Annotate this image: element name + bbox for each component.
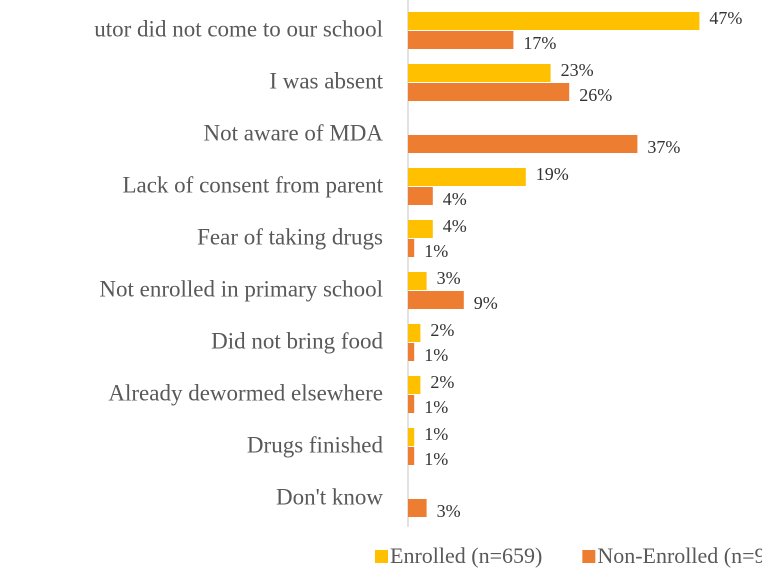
bar: [408, 168, 526, 186]
legend-swatch: [582, 550, 596, 563]
bar: [408, 220, 433, 238]
value-label: 26%: [579, 85, 612, 105]
value-label: 17%: [523, 33, 556, 53]
bar: [408, 428, 415, 446]
category-label: Not aware of MDA: [204, 120, 384, 145]
category-label: Drugs finished: [247, 432, 384, 457]
legend-label: Enrolled (n=659): [390, 543, 542, 568]
value-label: 1%: [424, 449, 448, 469]
value-label: 2%: [430, 320, 454, 340]
value-label: 19%: [536, 164, 569, 184]
bar: [408, 324, 421, 342]
bar: [408, 135, 638, 153]
legend-swatch: [375, 550, 388, 563]
value-label: 4%: [443, 216, 467, 236]
value-label: 3%: [437, 501, 461, 521]
bar: [408, 376, 421, 394]
bar: [408, 187, 433, 205]
category-label: utor did not come to our school: [94, 16, 383, 41]
bar: [408, 291, 464, 309]
category-label: I was absent: [269, 68, 383, 93]
category-label: Don't know: [276, 484, 383, 509]
category-label: Not enrolled in primary school: [99, 276, 383, 301]
value-label: 1%: [424, 424, 448, 444]
value-label: 2%: [430, 372, 454, 392]
value-label: 9%: [474, 293, 498, 313]
value-label: 1%: [424, 397, 448, 417]
category-label: Lack of consent from parent: [122, 172, 383, 197]
category-label: Already dewormed elsewhere: [108, 380, 383, 405]
bar: [408, 499, 427, 517]
bar: [408, 395, 415, 413]
category-label: Fear of taking drugs: [197, 224, 383, 249]
value-label: 4%: [443, 189, 467, 209]
bar: [408, 12, 700, 30]
bar: [408, 64, 551, 82]
bar: [408, 343, 415, 361]
bar: [408, 272, 427, 290]
category-label: Did not bring food: [211, 328, 383, 353]
value-label: 37%: [647, 137, 680, 157]
legend-label: Non-Enrolled (n=98): [597, 543, 762, 568]
value-label: 23%: [561, 60, 594, 80]
value-label: 47%: [709, 8, 742, 28]
bar: [408, 31, 514, 49]
bar: [408, 83, 570, 101]
value-label: 1%: [424, 241, 448, 261]
bar: [408, 239, 415, 257]
bar: [408, 447, 415, 465]
value-label: 1%: [424, 345, 448, 365]
value-label: 3%: [437, 268, 461, 288]
